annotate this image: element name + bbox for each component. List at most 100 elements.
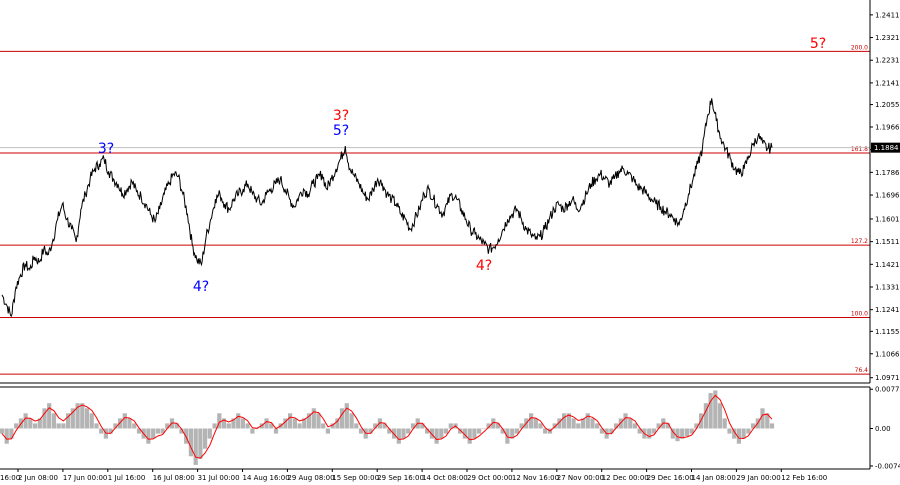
- oscillator-bar: [401, 428, 406, 439]
- oscillator-bar: [174, 423, 179, 429]
- price-line: [1, 98, 773, 318]
- oscillator-bar: [425, 428, 430, 434]
- price-tick-label: 1.0971: [875, 374, 900, 382]
- oscillator-bar: [151, 428, 156, 439]
- oscillator-bar: [255, 428, 260, 429]
- last-price-badge: [871, 142, 900, 153]
- oscillator-bar: [562, 413, 567, 429]
- oscillator-bar: [311, 408, 316, 429]
- fib-level-label: 127.2: [851, 238, 868, 245]
- oscillator-bar: [628, 418, 633, 429]
- oscillator-bar: [491, 418, 496, 429]
- oscillator-bar: [462, 428, 467, 439]
- price-tick-label: 1.2411: [875, 11, 900, 19]
- oscillator-bar: [250, 428, 255, 434]
- oscillator-bar: [595, 423, 600, 429]
- oscillator-bar: [236, 413, 241, 429]
- oscillator-bar: [368, 428, 373, 434]
- oscillator-bar: [746, 428, 751, 434]
- oscillator-bar: [680, 428, 685, 439]
- oscillator-bar: [377, 418, 382, 429]
- oscillator-bar: [179, 428, 184, 434]
- oscillator-bar: [160, 428, 165, 434]
- oscillator-bar: [623, 413, 628, 429]
- oscillator-bar: [666, 423, 671, 429]
- time-tick-label: 16:00: [0, 474, 20, 482]
- oscillator-bar: [500, 428, 505, 434]
- oscillator-bar: [519, 423, 524, 429]
- price-tick-label: 1.1601: [875, 215, 900, 223]
- oscillator-bar: [212, 423, 217, 429]
- oscillator-bar: [481, 428, 486, 429]
- oscillator-bar: [675, 428, 680, 442]
- oscillator-bar: [609, 428, 614, 434]
- price-tick-label: 1.1786: [875, 169, 900, 177]
- oscillator-bar: [717, 403, 723, 429]
- price-tick-label: 1.1696: [875, 192, 900, 200]
- time-tick-label: 14 Jan 08:00: [692, 474, 736, 482]
- oscillator-bar: [538, 423, 543, 429]
- oscillator-bar: [467, 428, 472, 444]
- oscillator-bar: [132, 423, 137, 429]
- oscillator-bar: [94, 423, 99, 429]
- oscillator-bar: [406, 428, 411, 434]
- osc-tick-label: 0.00776: [875, 386, 900, 394]
- price-tick-label: 1.2321: [875, 34, 900, 42]
- time-tick-label: 16 Jul 08:00: [153, 474, 195, 482]
- price-tick-label: 1.1511: [875, 238, 900, 246]
- time-tick-label: 29 Sep 16:00: [377, 474, 424, 482]
- fib-level-label: 100.0: [851, 310, 868, 317]
- oscillator-bar: [70, 408, 75, 429]
- oscillator-bar: [122, 413, 127, 429]
- wave-labels: 3?4?3?5?4?5?: [98, 36, 826, 295]
- oscillator-bar: [118, 418, 123, 429]
- price-tick-label: 1.1066: [875, 350, 900, 358]
- time-tick-label: 15 Sep 00:00: [332, 474, 379, 482]
- oscillator-bar: [580, 418, 586, 429]
- oscillator-bar: [632, 423, 638, 429]
- time-tick-label: 1 Jul 16:00: [108, 474, 146, 482]
- time-tick-label: 29 Aug 08:00: [287, 474, 334, 482]
- oscillator-bar: [51, 413, 57, 429]
- oscillator-bar: [614, 423, 619, 429]
- oscillator-bar: [306, 413, 312, 429]
- oscillator-bar: [340, 408, 345, 429]
- oscillator-bar: [557, 418, 562, 429]
- price-tick-label: 1.1421: [875, 261, 900, 269]
- time-tick-label: 12 Nov 16:00: [512, 474, 559, 482]
- oscillator-bar: [472, 428, 477, 439]
- oscillator-bar: [448, 423, 453, 429]
- oscillator-bar: [477, 428, 482, 434]
- oscillator-bar: [127, 418, 132, 429]
- oscillator-bar: [410, 423, 416, 429]
- oscillator-bar: [420, 423, 425, 429]
- oscillator-panel: [0, 390, 775, 465]
- oscillator-bar: [292, 418, 297, 429]
- oscillator-bar: [23, 413, 28, 429]
- oscillator-bar: [325, 428, 330, 434]
- oscillator-bar: [344, 403, 349, 429]
- oscillator-bar: [566, 413, 571, 429]
- time-tick-label: 29 Oct 00:00: [467, 474, 513, 482]
- oscillator-bar: [99, 428, 104, 434]
- oscillator-bar: [231, 418, 236, 429]
- oscillator-bar: [37, 418, 42, 429]
- oscillator-bar: [0, 428, 5, 434]
- oscillator-bar: [269, 423, 274, 429]
- oscillator-bar: [264, 418, 269, 429]
- time-tick-label: 14 Oct 08:00: [422, 474, 468, 482]
- oscillator-bar: [354, 423, 359, 429]
- price-tick-label: 1.1241: [875, 306, 900, 314]
- oscillator-bar: [61, 423, 66, 429]
- oscillator-bar: [198, 428, 203, 459]
- oscillator-bar: [165, 423, 170, 429]
- oscillator-bar: [316, 413, 321, 429]
- oscillator-bar: [684, 428, 690, 437]
- oscillator-bar: [155, 428, 160, 434]
- oscillator-bar: [439, 428, 444, 439]
- oscillator-bar: [732, 428, 737, 439]
- oscillator-bar: [14, 423, 19, 429]
- oscillator-bar: [708, 393, 713, 429]
